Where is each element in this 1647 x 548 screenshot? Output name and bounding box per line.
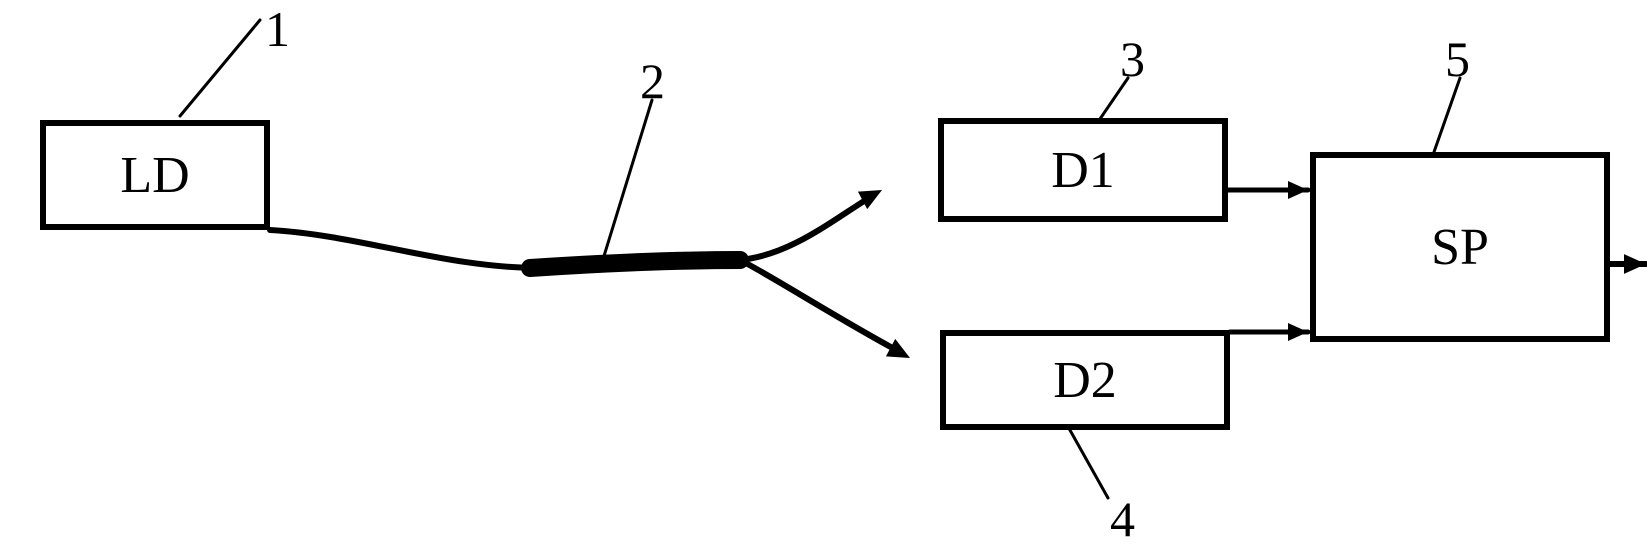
diagram-canvas: LD D1 D2 SP 1 2 3 4 5 (0, 0, 1647, 540)
block-sp: SP (1310, 152, 1610, 342)
ref-numeral-1: 1 (265, 0, 290, 58)
block-d2-label: D2 (1053, 351, 1117, 410)
ref-numeral-2: 2 (640, 52, 665, 110)
ref-numeral-3: 3 (1120, 30, 1145, 88)
block-ld-label: LD (120, 146, 189, 205)
ref-numeral-5: 5 (1445, 30, 1470, 88)
block-ld: LD (40, 120, 270, 230)
block-sp-label: SP (1431, 218, 1489, 277)
block-d2: D2 (940, 330, 1230, 430)
block-d1: D1 (938, 118, 1228, 222)
block-d1-label: D1 (1051, 141, 1115, 200)
ref-numeral-4: 4 (1110, 490, 1135, 548)
